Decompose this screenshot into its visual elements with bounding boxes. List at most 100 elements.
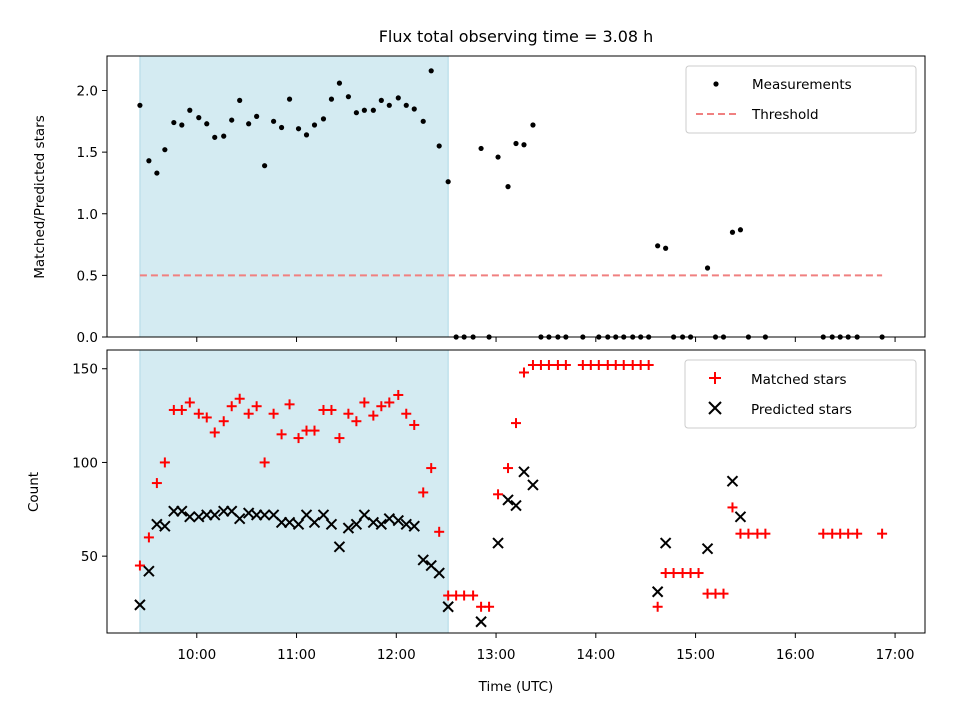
matched-star-point [743, 528, 754, 539]
matched-star-point [543, 359, 554, 370]
measurement-point [655, 243, 661, 249]
matched-star-point [818, 528, 829, 539]
legend-matched-marker [709, 372, 721, 384]
measurement-point [212, 134, 218, 140]
legend-measurement-marker [713, 81, 719, 87]
matched-star-point [843, 528, 854, 539]
measurement-point [154, 170, 160, 176]
predicted-star-point [518, 466, 530, 478]
predicted-star-point [701, 542, 714, 555]
observing-window-shade-top [139, 55, 449, 338]
matched-star-point [426, 463, 437, 474]
predicted-star-point [510, 499, 522, 512]
measurement-point [278, 124, 285, 131]
measurement-point [204, 121, 210, 127]
predicted-star-point [659, 537, 672, 549]
y-tick-label: 50 [81, 549, 98, 565]
x-tick-label: 16:00 [776, 647, 815, 663]
measurement-point [254, 113, 260, 119]
measurement-point [420, 118, 426, 124]
predicted-star-point [317, 509, 330, 521]
measurement-point [361, 107, 367, 113]
measurement-point [445, 179, 451, 185]
legend-predicted-marker [708, 401, 722, 415]
matched-star-point [652, 601, 663, 612]
predicted-star-point [527, 479, 539, 491]
predicted-star-point [417, 554, 429, 566]
measurement-point [403, 102, 409, 108]
top-x-ticks [196, 337, 896, 342]
matched-star-point [434, 526, 445, 537]
matched-star-point [593, 359, 604, 370]
predicted-star-point [134, 599, 146, 611]
predicted-star-point [408, 520, 420, 532]
predicted-star-point [358, 509, 371, 521]
measurement-point [196, 115, 202, 121]
matched-star-point [643, 359, 654, 370]
matched-star-point [493, 489, 504, 500]
predicted-star-point [333, 541, 346, 553]
measurement-point [370, 107, 376, 113]
measurement-point [162, 147, 168, 153]
predicted-star-point [176, 505, 188, 517]
count-points [134, 359, 888, 628]
top-panel-frame [106, 55, 926, 338]
measurement-point [262, 163, 268, 169]
legend-matched-label: Matched stars [751, 372, 847, 388]
predicted-star-point [651, 586, 664, 598]
measurement-point [171, 119, 177, 126]
matched-star-point [409, 419, 420, 430]
matched-star-point [351, 416, 362, 427]
matched-star-point [143, 532, 154, 543]
matched-star-point [468, 590, 479, 601]
matched-star-point [727, 502, 738, 513]
measurement-point [146, 158, 152, 164]
matched-star-point [193, 408, 204, 419]
predicted-star-point [502, 494, 514, 506]
matched-star-point [209, 427, 220, 438]
matched-star-point [877, 528, 888, 539]
top-panel-ratio: 0.00.51.01.52.0 Matched/Predicted stars … [32, 55, 926, 346]
matched-star-point [184, 397, 195, 408]
predicted-star-point [308, 516, 321, 529]
measurement-point [495, 154, 501, 160]
x-tick-label: 11:00 [277, 647, 316, 663]
matched-star-point [293, 433, 304, 444]
top-y-ticks: 0.0 0.5 1.0 1.5 2.0 [77, 84, 107, 346]
matched-star-point [309, 425, 320, 436]
bottom-y-ticks: 50 100 150 [72, 362, 107, 565]
bottom-x-ticks: 10:00 11:00 12:00 13:00 14:00 15:00 16:00 17:00 [177, 633, 915, 663]
matched-star-point [151, 478, 162, 489]
predicted-star-point [342, 522, 355, 534]
matched-star-point [401, 408, 412, 419]
matched-star-point [518, 367, 529, 378]
measurement-point [137, 102, 143, 108]
x-tick-label: 17:00 [876, 647, 915, 663]
predicted-star-point [233, 512, 246, 525]
matched-star-point [418, 487, 429, 498]
predicted-star-point [143, 565, 155, 577]
legend-threshold-label: Threshold [751, 107, 819, 123]
x-tick-label: 13:00 [477, 647, 516, 663]
measurement-point [428, 68, 434, 74]
measurement-point [303, 132, 310, 138]
matched-star-point [334, 433, 345, 444]
predicted-star-point [209, 509, 221, 521]
bottom-panel-frame [106, 349, 926, 634]
matched-star-point [503, 463, 514, 474]
predicted-star-point [325, 518, 338, 531]
predicted-star-point [433, 567, 445, 579]
matched-star-point [326, 404, 337, 415]
predicted-star-point [159, 520, 171, 532]
measurement-point [229, 117, 235, 123]
matched-star-point [218, 416, 229, 427]
y-tick-label: 100 [72, 455, 98, 471]
predicted-star-point [375, 518, 388, 531]
matched-star-point [234, 393, 245, 404]
matched-star-point [760, 528, 771, 539]
bottom-y-axis-label: Count [26, 472, 42, 512]
y-tick-label: 2.0 [77, 84, 98, 100]
predicted-star-point [184, 511, 196, 523]
predicted-star-point [392, 514, 404, 527]
matched-star-point [159, 457, 170, 468]
